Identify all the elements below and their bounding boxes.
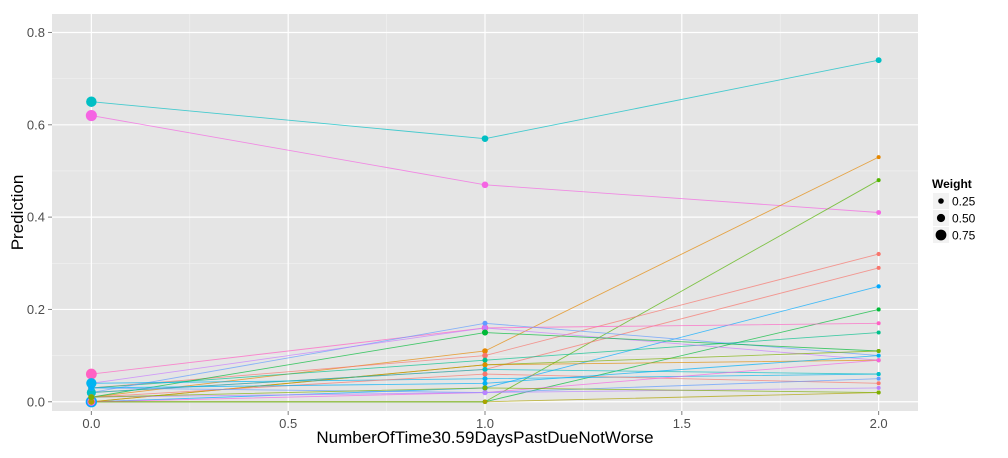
series-1-point bbox=[481, 181, 489, 189]
series-5-point bbox=[876, 265, 881, 270]
y-axis: 0.0 0.2 0.4 0.6 0.8 bbox=[27, 25, 52, 409]
x-tick-label: 1.0 bbox=[476, 416, 494, 431]
series-2-point bbox=[482, 348, 488, 354]
series-8-point bbox=[85, 368, 97, 380]
series-points bbox=[85, 57, 882, 408]
series-10-point bbox=[482, 320, 488, 326]
series-1-point bbox=[85, 110, 97, 122]
series-23-point bbox=[88, 394, 95, 401]
series-17-point bbox=[876, 381, 881, 386]
series-8-point bbox=[876, 321, 881, 326]
series-3-point bbox=[876, 178, 881, 183]
x-tick-label: 1.5 bbox=[673, 416, 691, 431]
y-tick-label: 0.2 bbox=[27, 302, 45, 317]
y-tick-label: 0.4 bbox=[27, 210, 45, 225]
series-23-point bbox=[876, 390, 881, 395]
series-17-point bbox=[482, 371, 488, 377]
series-16-point bbox=[482, 366, 488, 372]
legend-label: 0.25 bbox=[952, 195, 976, 209]
legend-label: 0.50 bbox=[952, 212, 976, 226]
series-22-point bbox=[88, 384, 95, 391]
legend: Weight 0.25 0.50 0.75 bbox=[928, 176, 1000, 246]
series-9-point bbox=[482, 357, 488, 363]
series-2-point bbox=[876, 155, 881, 160]
series-22-point bbox=[482, 380, 488, 386]
series-6-point bbox=[876, 284, 881, 289]
series-15-point bbox=[482, 376, 488, 382]
legend-key bbox=[936, 213, 946, 223]
series-13-point bbox=[876, 348, 881, 354]
x-tick-label: 2.0 bbox=[870, 416, 888, 431]
y-tick-label: 0.0 bbox=[27, 394, 45, 409]
series-20-point bbox=[88, 398, 95, 405]
series-4-point bbox=[482, 352, 488, 359]
series-16-point bbox=[876, 372, 881, 377]
series-22-point bbox=[876, 353, 881, 358]
x-axis: 0.0 0.5 1.0 1.5 2.0 bbox=[82, 411, 888, 431]
y-tick-label: 0.6 bbox=[27, 117, 45, 132]
series-15-point bbox=[86, 378, 97, 389]
legend-key bbox=[938, 198, 944, 204]
x-tick-label: 0.5 bbox=[279, 416, 297, 431]
legend-label: 0.75 bbox=[952, 229, 976, 243]
series-14-point bbox=[482, 362, 488, 368]
series-16-point bbox=[86, 387, 96, 398]
series-0-point bbox=[86, 96, 97, 107]
series-7-point bbox=[876, 307, 881, 312]
series-12-point bbox=[481, 329, 489, 336]
x-axis-label: NumberOfTime30.59DaysPastDueNotWorse bbox=[316, 428, 653, 447]
x-tick-label: 0.0 bbox=[82, 416, 100, 431]
series-0-point bbox=[875, 57, 882, 64]
series-1-point bbox=[876, 210, 882, 215]
series-18-point bbox=[876, 358, 881, 363]
series-21-point bbox=[482, 389, 488, 396]
y-axis-label: Prediction bbox=[8, 175, 27, 251]
series-23-point bbox=[482, 385, 488, 391]
series-21-point bbox=[876, 385, 881, 390]
y-tick-label: 0.8 bbox=[27, 25, 45, 40]
series-4-point bbox=[876, 251, 881, 257]
series-19-point bbox=[876, 376, 881, 381]
series-9-point bbox=[876, 330, 881, 335]
legend-key bbox=[935, 229, 947, 241]
legend-title: Weight bbox=[932, 177, 972, 191]
series-0-point bbox=[481, 135, 489, 142]
series-20-point bbox=[482, 399, 488, 405]
series-11-point bbox=[482, 325, 488, 331]
